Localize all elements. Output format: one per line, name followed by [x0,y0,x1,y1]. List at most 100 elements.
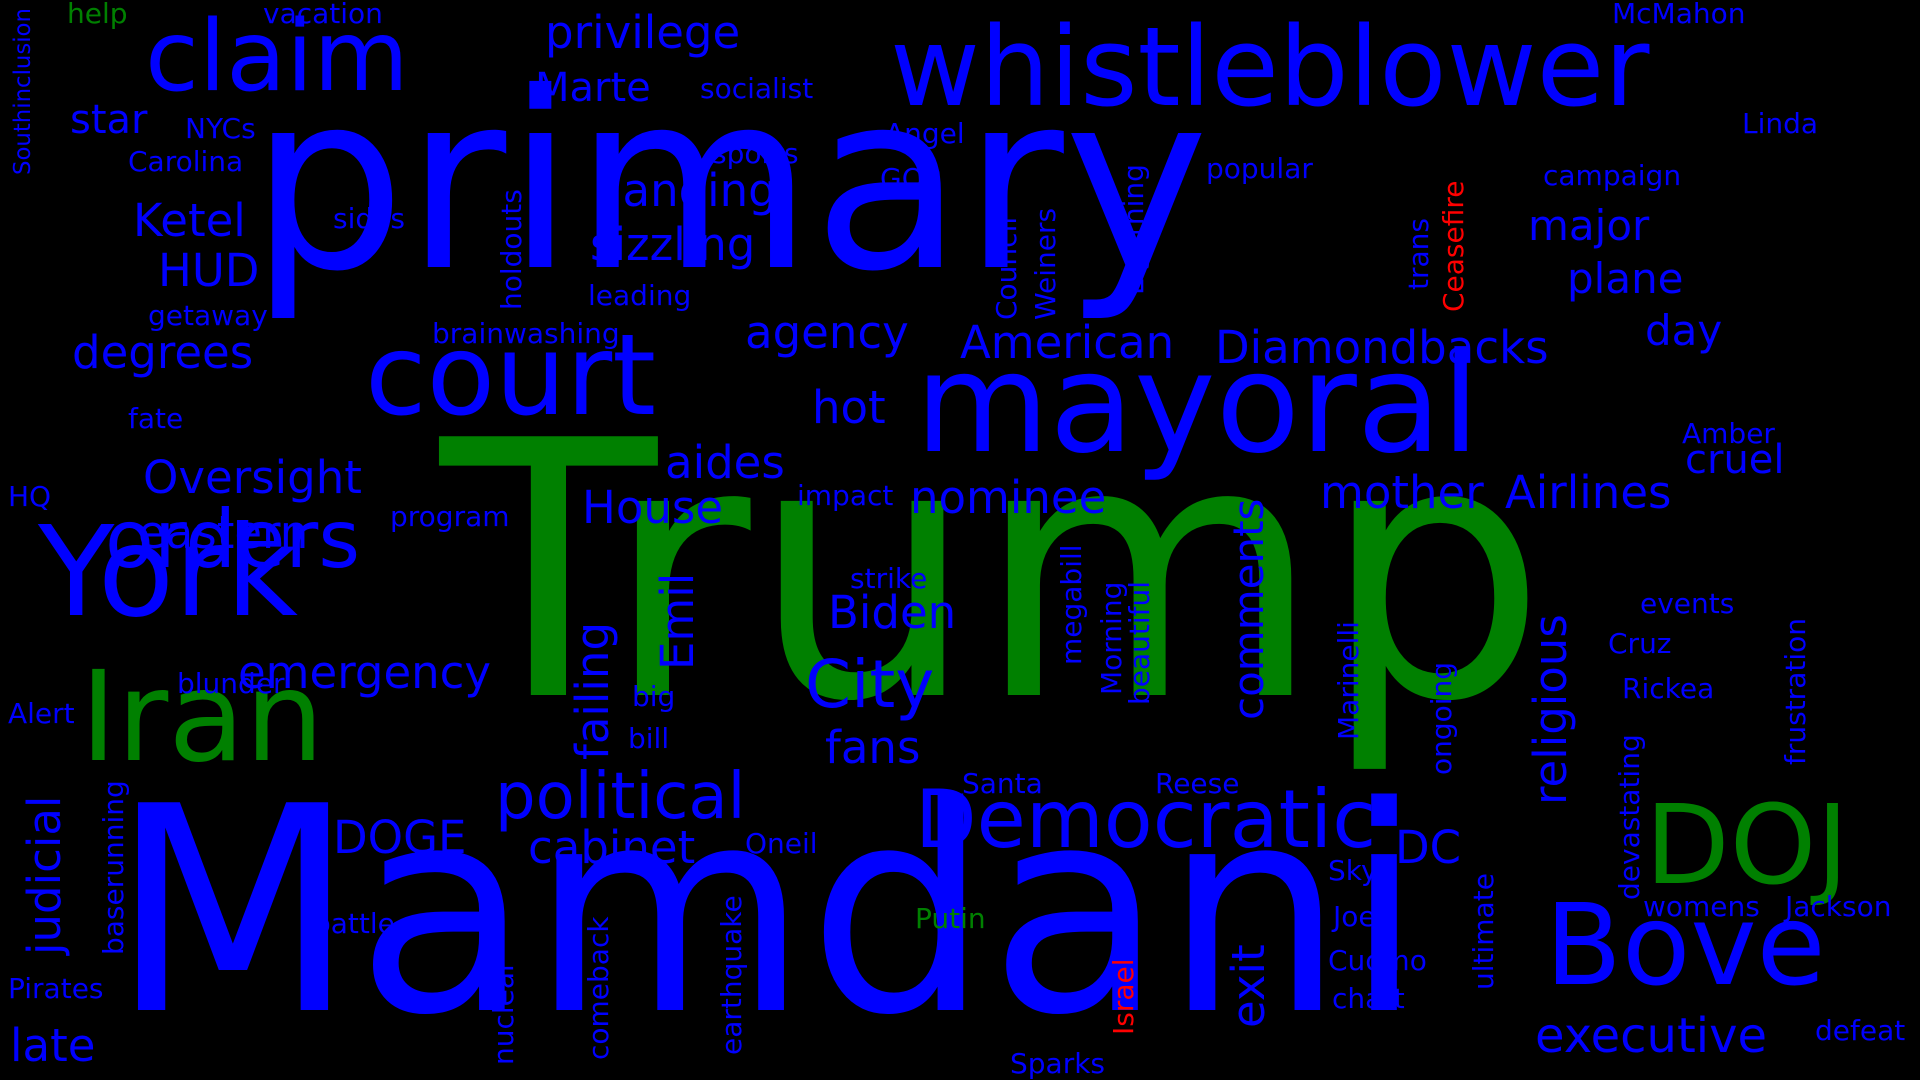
word-vacation: help [67,0,128,30]
word-judicial: judicial [18,795,71,955]
word-airlines: Airlines [1505,466,1672,519]
word-nycs: NYCs [185,112,256,145]
word-star: star [70,97,148,143]
word-ceasefire: trans [1402,218,1435,290]
word-political: political [495,760,746,834]
word-israel: devastating [1613,734,1646,900]
word-reese: Santa [962,767,1043,800]
word-brainwashing: brainwashing [432,317,620,350]
word-nuclear: comeback [582,916,615,1060]
word-blunder: strike [850,562,928,595]
word-cruel: cruel [1685,437,1785,483]
word-agency: agency [745,306,909,359]
word-sports: sports [712,137,799,170]
word-socialist: socialist [700,72,814,105]
word-ongoing: Marinelli [1332,621,1365,740]
word-sparks: Pirates [8,972,104,1005]
word-santa: Alert [8,697,75,730]
word-democratic: Democratic [915,773,1377,866]
word-popular: popular [1206,152,1313,185]
word-cabinet: cabinet [528,821,696,874]
word-cuomo: Joe [1333,900,1376,933]
word-ultimate: ongoing [1425,661,1458,775]
word-chart: Cuomo [1328,944,1427,977]
word-impact: program [390,500,510,533]
word-oversight: Oversight [143,451,362,504]
word-diamondbacks: Diamondbacks [1215,321,1549,374]
word-ketel: Ketel [133,194,246,247]
word-claim: claim [145,0,409,114]
word-marinelli: beautiful [1123,580,1156,705]
word-beautiful: Morning [1095,581,1128,695]
word-holdouts: Southinclusion [10,8,36,175]
word-hud: HUD [158,244,260,297]
word-privilege: privilege [545,6,741,59]
word-lightning: holdouts [495,189,528,310]
word-getaway: getaway [148,299,268,332]
word-council: Lightning [1117,164,1150,295]
word-mcmahon: vacation [263,0,383,30]
word-linda: Linda [1742,107,1819,140]
word-comments: comments [1224,498,1273,720]
word-court: court [365,311,657,441]
word-devastating: frustration [1779,618,1812,765]
word-hot: hot [812,381,886,434]
word-amber: impact [797,479,894,512]
word-biden: Biden [828,586,957,639]
word-defeat: Jackson [1785,890,1892,923]
word-whistleblower: whistleblower [890,3,1650,131]
word-morning: megabill [1055,544,1088,665]
word-frustration: ultimate [1467,873,1500,990]
word-rickea: Cruz [1608,627,1672,660]
word-plane: plane [1567,254,1684,303]
word-house: House [582,481,724,534]
word-angel: Angel [885,117,965,150]
word-comeback: earthquake [715,895,748,1055]
word-nominee: nominee [910,471,1107,524]
word-events: defeat [1815,1014,1906,1047]
word-failing: failing [566,621,619,760]
word-bove: Bove [1545,881,1826,1011]
word-orders: orders [105,493,360,586]
word-day: day [1645,306,1723,355]
word-oneil: Reese [1155,767,1240,800]
word-doj: DOJ [1645,781,1849,909]
word-earthquake: Israel [1107,958,1140,1035]
word-strike: Amber [1682,417,1775,450]
word-american: American [960,316,1175,369]
word-campaign: campaign [1543,159,1682,192]
word-exit: exit [1222,944,1275,1028]
word-joe: Skys [1328,854,1393,887]
word-carolina: Carolina [128,145,244,178]
word-primary: primary [250,40,1209,325]
word-late: late [10,1019,96,1072]
word-landing: landing [610,164,777,217]
word-sizzling: sizzling [590,218,756,271]
word-megabill: Ceasefire [1437,180,1470,312]
word-putin: chart [1332,982,1405,1015]
word-trans: Weiners [1029,207,1062,320]
word-sides: sides [333,202,405,235]
word-emergency: emergency [238,646,492,699]
word-trump: Trump [440,365,1547,779]
word-major: major [1528,201,1650,250]
word-pirates: battle [313,907,395,940]
word-baserunning: nuclear [487,960,520,1065]
word-executive: executive [1535,1008,1768,1064]
word-york: York [38,500,299,645]
word-fans: fans [825,721,921,774]
word-gop: GOP [880,162,941,195]
word-alert: bill [628,722,670,755]
word-religious: religious [1524,614,1577,805]
word-iran: Iran [80,645,325,790]
word-weiners: Council [990,216,1023,320]
word-womens: Sparks [1010,1047,1106,1080]
word-mamdani: Mamdani [110,746,1424,1078]
word-fate: fate [128,402,184,435]
word-cruz: events [1640,587,1735,620]
word-help: Rickea [1622,672,1715,705]
word-degrees: degrees [72,326,254,379]
word-bill: big [632,680,676,713]
word-barbara: baserunning [97,780,130,955]
